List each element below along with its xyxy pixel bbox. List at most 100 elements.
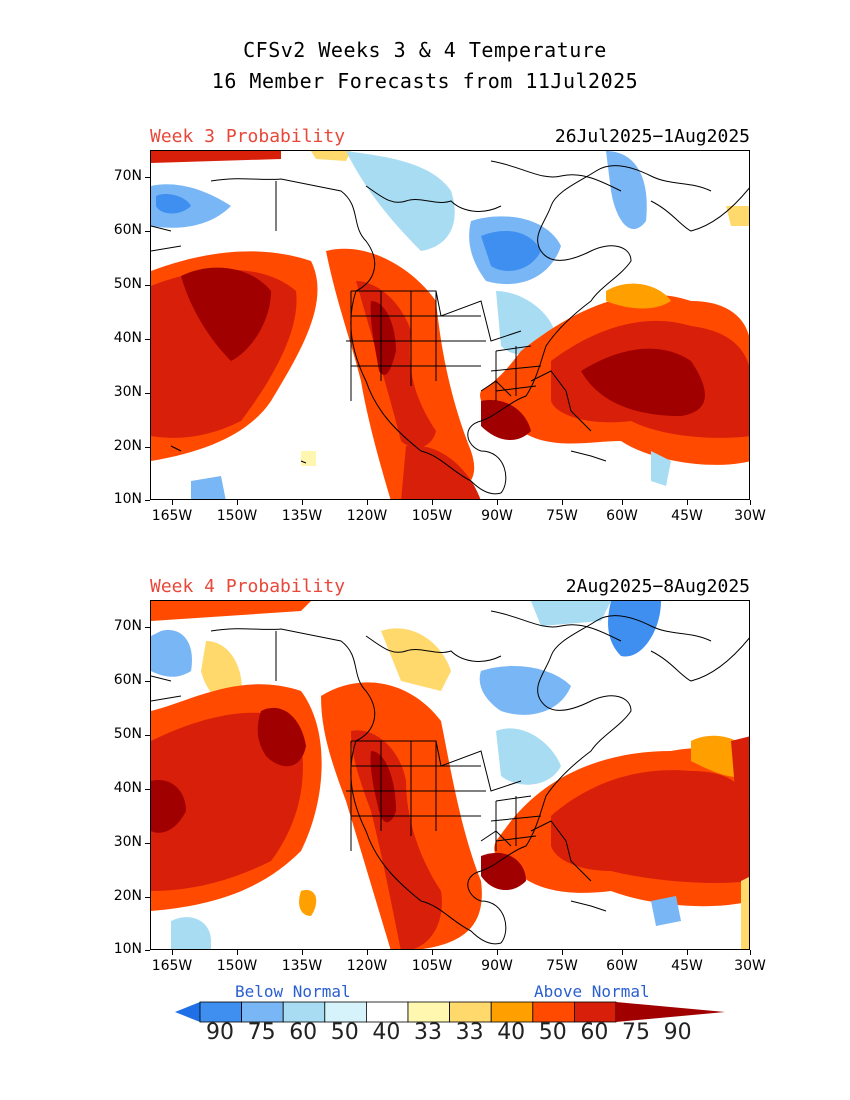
lon-label: 105W [411, 508, 453, 524]
lat-tick [145, 339, 150, 340]
below-normal-label: Below Normal [235, 982, 351, 1001]
legend-value: 33 [455, 1020, 484, 1045]
lat-tick [145, 897, 150, 898]
legend-arrow-left [175, 1002, 200, 1022]
lon-label: 150W [216, 958, 258, 974]
week3-coastlines [151, 160, 749, 495]
legend-swatch [573, 1001, 617, 1023]
lon-tick [432, 950, 433, 955]
lon-label: 150W [216, 508, 258, 524]
legend-swatch [241, 1001, 284, 1023]
lon-tick [750, 500, 751, 505]
lon-label: 135W [281, 508, 323, 524]
legend-value: 90 [663, 1020, 692, 1045]
above-normal-label: Above Normal [534, 982, 650, 1001]
lon-tick [497, 500, 498, 505]
week3-shading [151, 151, 749, 499]
legend-swatch [282, 1001, 326, 1023]
lon-tick [687, 950, 688, 955]
chart-title: CFSv2 Weeks 3 & 4 Temperature [243, 38, 607, 62]
lat-label: 10N [113, 941, 142, 957]
lon-tick [172, 950, 173, 955]
lon-label: 135W [281, 958, 323, 974]
legend-swatch [407, 1001, 450, 1023]
lat-tick [145, 447, 150, 448]
legend-value: 90 [206, 1020, 234, 1045]
lon-label: 90W [481, 508, 513, 524]
color-legend-bar [175, 1001, 725, 1023]
lat-label: 60N [113, 222, 142, 238]
lat-label: 20N [113, 438, 142, 454]
lat-label: 50N [113, 726, 142, 742]
lon-label: 60W [606, 958, 638, 974]
lon-label: 45W [671, 958, 703, 974]
lon-tick [172, 500, 173, 505]
lon-tick [237, 500, 238, 505]
lon-label: 165W [151, 508, 193, 524]
legend-value: 60 [289, 1020, 318, 1045]
lat-tick [145, 843, 150, 844]
legend-swatch [490, 1001, 534, 1023]
lat-tick [145, 177, 150, 178]
legend-swatch [532, 1001, 575, 1023]
legend-value: 75 [622, 1020, 650, 1045]
lon-tick [622, 950, 623, 955]
legend-swatch [324, 1001, 367, 1023]
lat-tick [145, 789, 150, 790]
lon-tick [237, 950, 238, 955]
legend-value: 33 [414, 1020, 442, 1045]
legend-value: 40 [497, 1020, 526, 1045]
week3-map [150, 150, 750, 500]
lon-tick [367, 950, 368, 955]
week4-dates: 2Aug2025−8Aug2025 [565, 576, 750, 597]
lon-label: 120W [346, 508, 388, 524]
week4-map [150, 600, 750, 950]
legend-value: 75 [247, 1020, 276, 1045]
week4-label: Week 4 Probability [150, 576, 346, 597]
legend-swatch [365, 1001, 409, 1023]
lat-label: 30N [113, 834, 142, 850]
lat-label: 60N [113, 672, 142, 688]
lon-label: 45W [671, 508, 703, 524]
lon-label: 75W [546, 958, 578, 974]
legend-arrow-right [616, 1002, 725, 1022]
lon-label: 30W [734, 958, 766, 974]
lat-label: 20N [113, 888, 142, 904]
lat-label: 50N [113, 276, 142, 292]
lat-label: 10N [113, 491, 142, 507]
lat-tick [145, 393, 150, 394]
lon-label: 90W [481, 958, 513, 974]
week4-map-svg [151, 601, 749, 949]
week4-coastlines [151, 610, 749, 945]
legend-value: 40 [372, 1020, 401, 1045]
lon-tick [302, 950, 303, 955]
lon-tick [302, 500, 303, 505]
lat-label: 40N [113, 780, 142, 796]
lat-tick [145, 627, 150, 628]
lon-tick [497, 950, 498, 955]
lat-label: 70N [113, 168, 142, 184]
lon-label: 75W [546, 508, 578, 524]
lat-label: 70N [113, 618, 142, 634]
lon-tick [750, 950, 751, 955]
lat-tick [145, 681, 150, 682]
lon-tick [367, 500, 368, 505]
legend-value: 50 [330, 1020, 359, 1045]
week3-map-svg [151, 151, 749, 499]
chart-subtitle: 16 Member Forecasts from 11Jul2025 [211, 69, 639, 93]
legend-value: 60 [580, 1020, 609, 1045]
lat-tick [145, 500, 150, 501]
lat-label: 40N [113, 330, 142, 346]
lat-tick [145, 231, 150, 232]
legend-swatch [199, 1001, 242, 1023]
lon-label: 30W [734, 508, 766, 524]
lat-label: 30N [113, 384, 142, 400]
lon-label: 120W [346, 958, 388, 974]
week3-dates: 26Jul2025−1Aug2025 [554, 126, 750, 147]
legend-swatch [449, 1001, 492, 1023]
lon-label: 60W [606, 508, 638, 524]
week3-label: Week 3 Probability [150, 126, 346, 147]
lat-tick [145, 950, 150, 951]
lon-label: 165W [151, 958, 193, 974]
lat-tick [145, 735, 150, 736]
